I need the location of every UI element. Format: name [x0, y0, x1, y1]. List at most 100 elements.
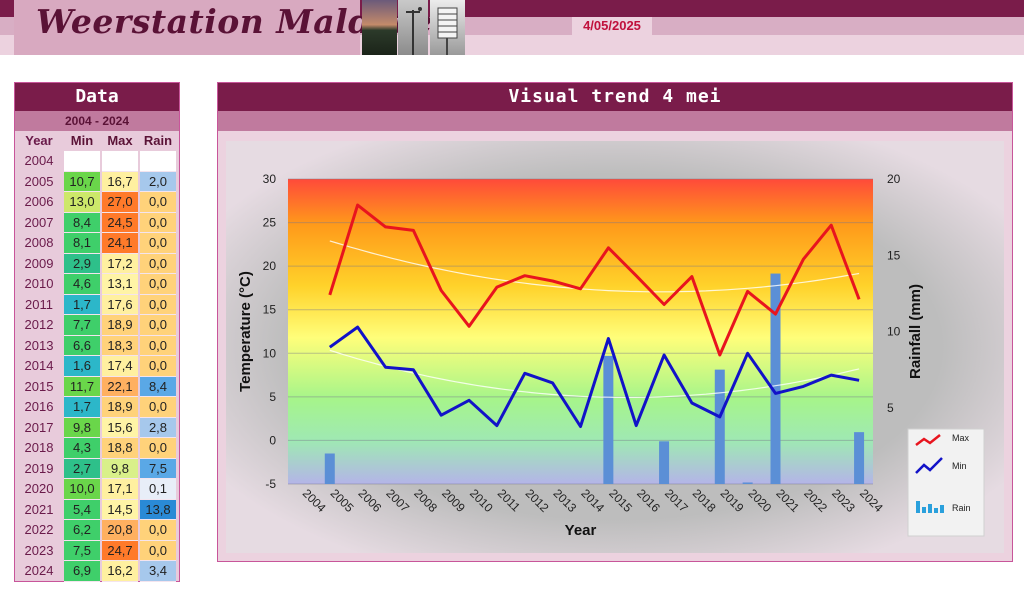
- data-table-header: Year Min Max Rain: [15, 131, 179, 151]
- rain-cell: [140, 151, 176, 172]
- year-cell: 2017: [24, 419, 54, 435]
- y-axis-title: Temperature (°C): [237, 271, 254, 392]
- y2-tick-label: 20: [887, 172, 901, 186]
- current-date: 4/05/2025: [572, 17, 652, 35]
- max-cell: 17,4: [102, 356, 138, 377]
- year-cell: 2012: [24, 317, 54, 332]
- data-table-body: 2004 2005 10,7 16,7 2,0 2006 13,0 27,0 0,0 2007 8,…: [15, 151, 179, 582]
- legend-min-label: Min: [952, 461, 967, 471]
- table-row: 2022 6,2 20,8 0,0: [15, 520, 179, 541]
- min-cell: 1,7: [64, 397, 100, 418]
- year-cell: 2023: [24, 542, 54, 558]
- legend-rain-swatch-bar: [922, 507, 926, 513]
- y-tick-label: 20: [263, 259, 277, 273]
- x-axis-title: Year: [565, 522, 597, 539]
- col-min-header: Min: [70, 132, 94, 148]
- rain-cell: 13,8: [140, 499, 176, 520]
- table-row: 2008 8,1 24,1 0,0: [15, 233, 179, 254]
- table-row: 2023 7,5 24,7 0,0: [15, 540, 179, 561]
- year-cell: 2015: [24, 378, 54, 394]
- year-cell: 2013: [24, 337, 54, 353]
- rain-cell: 2,8: [140, 417, 176, 438]
- year-cell: 2019: [24, 460, 54, 476]
- min-cell: 8,4: [64, 212, 100, 233]
- y-tick-label: -5: [265, 477, 276, 491]
- max-cell: 15,6: [102, 417, 138, 438]
- rain-cell: 0,0: [140, 335, 176, 356]
- rain-bar: [854, 432, 865, 484]
- year-cell: 2022: [24, 522, 54, 537]
- plot-area: [288, 179, 873, 484]
- min-cell: 13,0: [64, 192, 100, 213]
- min-cell: 6,2: [64, 520, 100, 541]
- col-year-header: Year: [25, 133, 53, 148]
- year-cell: 2020: [24, 481, 54, 496]
- table-row: 2016 1,7 18,9 0,0: [15, 397, 179, 418]
- year-cell: 2018: [24, 440, 54, 455]
- max-cell: 9,8: [102, 458, 138, 479]
- year-cell: 2006: [24, 194, 54, 209]
- rain-cell: 2,0: [140, 171, 176, 192]
- min-cell: 4,6: [64, 274, 100, 295]
- min-cell: 7,5: [64, 540, 100, 561]
- year-cell: 2011: [25, 296, 53, 312]
- table-row: 2017 9,8 15,6 2,8: [15, 417, 179, 438]
- max-cell: 24,7: [102, 540, 138, 561]
- min-cell: 11,7: [64, 376, 100, 397]
- legend-min-swatch: [915, 457, 943, 474]
- max-cell: 18,3: [102, 335, 138, 356]
- max-cell: 14,5: [102, 499, 138, 520]
- min-cell: 1,6: [64, 356, 100, 377]
- y-tick-label: 10: [263, 346, 277, 360]
- rain-bar: [324, 453, 335, 484]
- year-cell: 2014: [24, 358, 54, 373]
- rain-cell: 7,5: [140, 458, 176, 479]
- rain-cell: 0,0: [140, 315, 176, 336]
- rain-cell: 0,0: [140, 438, 176, 459]
- chart-panel-title: Visual trend 4 mei: [218, 83, 1012, 111]
- rain-cell: 0,0: [140, 212, 176, 233]
- rain-cell: 8,4: [140, 376, 176, 397]
- min-cell: 4,3: [64, 438, 100, 459]
- rain-cell: 0,0: [140, 274, 176, 295]
- logo-box: Weerstation Malderen: [14, 0, 457, 55]
- chart-panel-subbar: [218, 111, 1012, 131]
- data-panel: Data 2004 - 2024 Year Min Max Rain 2004 2…: [14, 82, 180, 582]
- year-cell: 2008: [24, 235, 54, 250]
- year-cell: 2009: [24, 255, 54, 271]
- year-cell: 2021: [24, 501, 54, 517]
- rain-cell: 0,0: [140, 233, 176, 254]
- rain-bar: [714, 369, 725, 484]
- max-cell: 24,1: [102, 233, 138, 254]
- max-cell: 17,2: [102, 253, 138, 274]
- table-row: 2006 13,0 27,0 0,0: [15, 192, 179, 213]
- mast-icon: [406, 7, 422, 55]
- year-cell: 2024: [24, 563, 54, 578]
- min-cell: 9,8: [64, 417, 100, 438]
- table-row: 2024 6,9 16,2 3,4: [15, 561, 179, 582]
- table-row: 2013 6,6 18,3 0,0: [15, 335, 179, 356]
- year-cell: 2004: [24, 153, 54, 168]
- chart-panel: Visual trend 4 mei -5 0 5 10 15 20 25 30 5 10 15 20…: [217, 82, 1013, 562]
- table-row: 2007 8,4 24,5 0,0: [15, 212, 179, 233]
- table-row: 2009 2,9 17,2 0,0: [15, 253, 179, 274]
- min-cell: 2,7: [64, 458, 100, 479]
- table-row: 2010 4,6 13,1 0,0: [15, 274, 179, 295]
- table-row: 2004: [15, 151, 179, 172]
- rain-cell: 0,0: [140, 192, 176, 213]
- rain-cell: 0,0: [140, 397, 176, 418]
- min-cell: 1,7: [64, 294, 100, 315]
- y2-tick-label: 5: [887, 401, 894, 415]
- max-cell: 16,7: [102, 171, 138, 192]
- rain-cell: 0,0: [140, 520, 176, 541]
- table-row: 2020 10,0 17,1 0,1: [15, 479, 179, 500]
- table-row: 2021 5,4 14,5 13,8: [15, 499, 179, 520]
- table-row: 2018 4,3 18,8 0,0: [15, 438, 179, 459]
- rain-bar: [603, 355, 614, 484]
- max-cell: 24,5: [102, 212, 138, 233]
- min-cell: [64, 151, 100, 172]
- rain-cell: 3,4: [140, 561, 176, 582]
- legend-max-label: Max: [952, 433, 970, 443]
- screen-icon: [437, 7, 458, 55]
